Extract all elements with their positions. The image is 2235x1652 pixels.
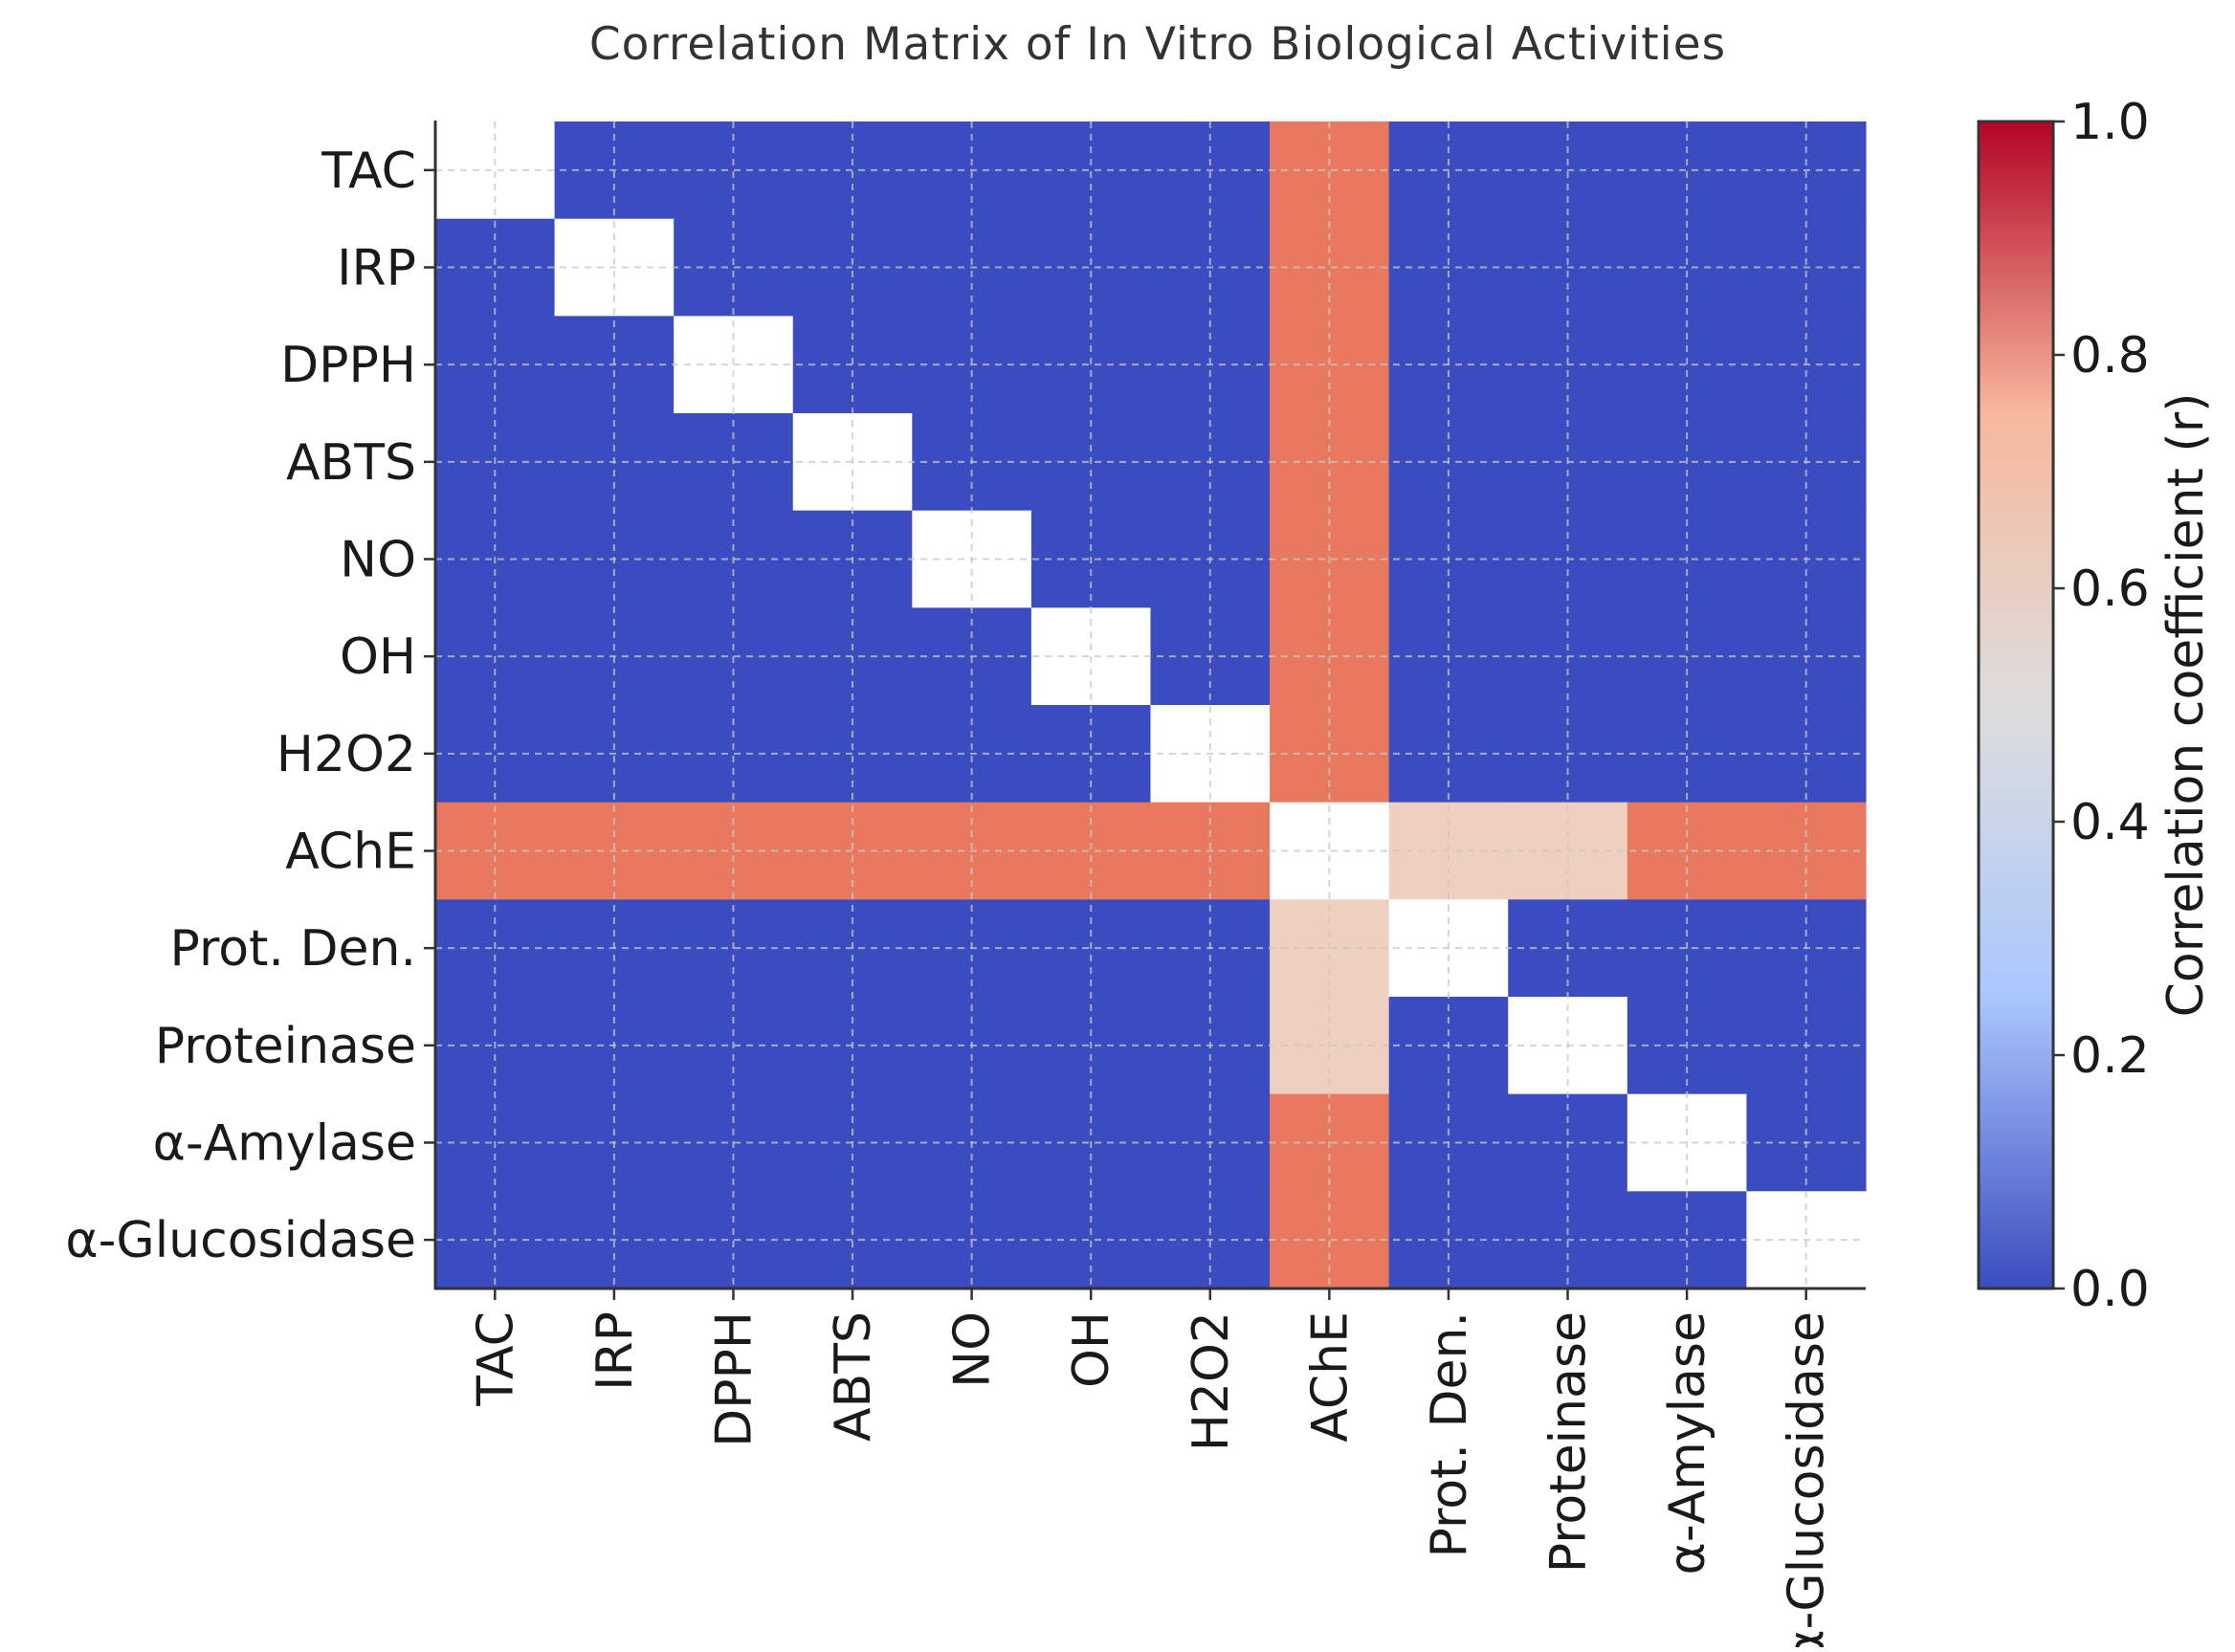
colorbar-tick-label: 0.8 [2070, 327, 2150, 385]
colorbar-ticks: 0.0 0.2 0.4 0.6 0.8 1.0 [2053, 94, 2150, 1318]
axes [433, 121, 1866, 1290]
col-tick-labels: TAC IRP DPPH ABTS NO OH H2O2 AChE Prot. Den. Prot… [467, 1289, 1836, 1652]
col-tick-label: NO [944, 1311, 1002, 1388]
gridlines [435, 121, 1866, 1289]
colorbar-tick-label: 1.0 [2070, 94, 2150, 151]
col-tick-label: TAC [467, 1311, 524, 1407]
col-tick-label: H2O2 [1183, 1311, 1240, 1451]
row-tick-label: α-Glucosidase [65, 1212, 416, 1269]
colorbar-label: Correlation coefficient (r) [2158, 393, 2215, 1018]
row-tick-label: α-Amylase [153, 1115, 416, 1173]
col-tick-label: ABTS [825, 1311, 882, 1442]
col-tick-label: IRP [586, 1311, 644, 1391]
row-tick-label: AChE [285, 824, 416, 881]
row-tick-label: DPPH [280, 337, 416, 394]
col-tick-label: α-Amylase [1659, 1311, 1716, 1575]
row-tick-label: NO [340, 532, 416, 589]
row-tick-labels: TAC IRP DPPH ABTS NO OH H2O2 AChE Prot. Den. Prot… [65, 143, 435, 1269]
colorbar-gradient [1977, 120, 2055, 1290]
colorbar-tick-label: 0.6 [2070, 561, 2150, 618]
chart-title: Correlation Matrix of In Vitro Biologica… [589, 18, 1726, 71]
row-tick-label: TAC [321, 143, 416, 200]
col-tick-label: Proteinase [1540, 1311, 1598, 1573]
colorbar-tick-label: 0.0 [2070, 1261, 2150, 1318]
row-tick-label: Proteinase [155, 1018, 416, 1075]
heatmap-cells [435, 121, 1867, 1289]
row-tick-label: H2O2 [277, 726, 416, 783]
row-tick-label: ABTS [286, 434, 416, 492]
colorbar-tick-label: 0.4 [2070, 794, 2150, 851]
col-tick-label: Prot. Den. [1421, 1311, 1478, 1557]
colorbar [1977, 120, 2055, 1290]
col-tick-label: AChE [1301, 1311, 1359, 1443]
col-tick-label: α-Glucosidase [1779, 1311, 1836, 1647]
col-tick-label: DPPH [705, 1311, 763, 1447]
col-tick-label: OH [1063, 1311, 1120, 1388]
row-tick-label: IRP [337, 240, 416, 297]
row-tick-label: Prot. Den. [170, 920, 416, 978]
row-tick-label: OH [340, 628, 416, 686]
colorbar-tick-label: 0.2 [2070, 1027, 2150, 1085]
